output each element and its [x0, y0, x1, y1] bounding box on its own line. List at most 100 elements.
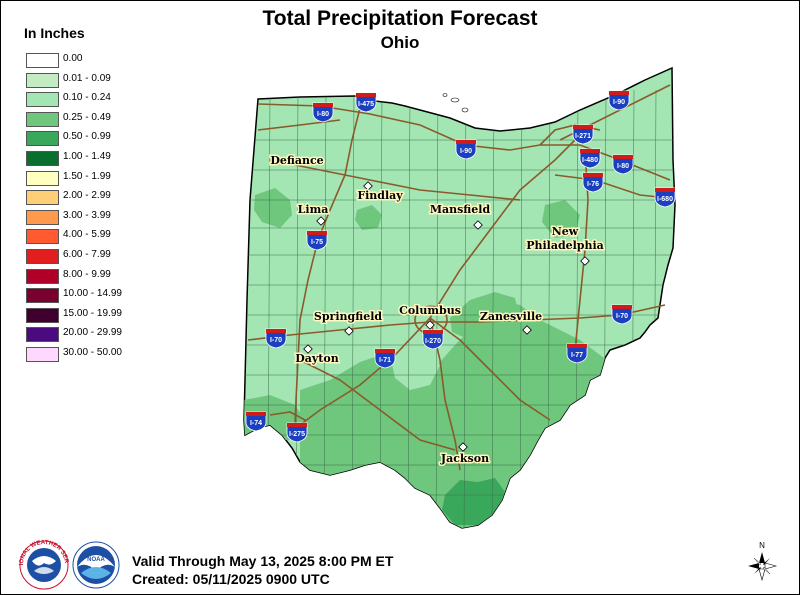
interstate-label: I-480 — [582, 157, 598, 164]
interstate-shield: I-80 — [612, 154, 634, 175]
legend-swatch — [26, 190, 59, 206]
interstate-shield: I-80 — [312, 102, 334, 123]
compass-needle-sw — [754, 567, 761, 574]
city-label: Defiance — [270, 154, 323, 167]
city-marker — [316, 216, 326, 226]
road-i76 — [554, 174, 669, 199]
legend-label: 0.50 - 0.99 — [63, 131, 111, 143]
legend-swatch — [26, 288, 59, 304]
compass-needle-south — [758, 568, 766, 582]
interstate-shield: I-77 — [566, 343, 588, 364]
interstate-label: I-76 — [587, 181, 599, 188]
interstate-shield: I-90 — [608, 90, 630, 111]
interstate-label: I-77 — [571, 352, 583, 359]
city-label: Zanesville — [480, 310, 542, 323]
interstate-label: I-70 — [616, 313, 628, 320]
legend-swatch — [26, 248, 59, 264]
precip-zone-central-patch — [355, 205, 382, 230]
precip-zone-east-patch — [542, 200, 580, 238]
interstate-shields: I-80 I-475 I-90 I-271 I-90 I-480 I-80 I-76 I-680… — [245, 90, 676, 443]
legend-swatch — [26, 268, 59, 284]
city-marker — [363, 181, 373, 191]
interstate-shield: I-480 — [579, 148, 601, 169]
legend-label: 10.00 - 14.99 — [63, 288, 122, 300]
road-us33 — [429, 317, 551, 421]
city-label: Jackson — [440, 452, 489, 465]
compass-needle-north — [759, 552, 765, 563]
city-marker — [522, 325, 532, 335]
road-i75 — [294, 99, 363, 426]
city-marker — [458, 442, 468, 452]
city-label: Philadelphia — [526, 239, 604, 252]
legend-swatch — [26, 209, 59, 225]
legend-swatch — [26, 53, 59, 68]
city-marker — [425, 320, 435, 330]
interstate-shield: I-90 — [455, 139, 477, 160]
city-label: Columbus — [399, 304, 461, 317]
legend-label: 3.00 - 3.99 — [63, 209, 111, 221]
interstate-label: I-75 — [311, 239, 323, 246]
road-i70 — [247, 304, 666, 341]
interstate-label: I-270 — [425, 338, 441, 345]
legend-label: 4.00 - 5.99 — [63, 229, 111, 241]
interstate-shield: I-74 — [245, 411, 267, 432]
legend-label: 1.50 - 1.99 — [63, 170, 111, 182]
legend-swatch — [26, 111, 59, 127]
interstate-label: I-80 — [317, 111, 329, 118]
legend-label: 15.00 - 19.99 — [63, 307, 122, 319]
interstate-label: I-70 — [270, 337, 282, 344]
city-label: Dayton — [295, 352, 338, 365]
city-layer: Defiance Findlay Lima Mansfield NewPhiladelp… — [269, 153, 605, 467]
precip-zone-west-patch — [254, 188, 292, 228]
map-subtitle: Ohio — [380, 33, 420, 52]
legend-swatch — [26, 170, 59, 186]
compass-rose: N — [748, 541, 778, 582]
legend-swatch — [26, 72, 59, 88]
legend-label: 30.00 - 50.00 — [63, 346, 122, 358]
interstate-shield: I-70 — [611, 304, 633, 325]
city-label: Lima — [298, 203, 329, 216]
legend-swatch — [26, 92, 59, 108]
city-label: Springfield — [314, 310, 382, 323]
road-northwest — [257, 119, 341, 131]
compass-needle-east — [764, 562, 778, 570]
road-us30 — [269, 159, 521, 201]
legend-label: 0.01 - 0.09 — [63, 72, 111, 84]
legend-label: 2.00 - 2.99 — [63, 190, 111, 202]
interstate-label: I-71 — [379, 357, 391, 364]
precip-zone-light-central — [390, 345, 440, 390]
compass-needle-ne — [763, 558, 770, 565]
interstate-shield: I-271 — [572, 124, 594, 145]
precip-zone-columbus-patch — [450, 292, 520, 340]
legend-label: 20.00 - 29.99 — [63, 327, 122, 339]
interstate-shield: I-76 — [582, 172, 604, 193]
legend-label: 0.10 - 0.24 — [63, 92, 111, 104]
legend-swatch — [26, 229, 59, 245]
legend-label: 0.00 — [63, 53, 83, 64]
interstate-label: I-271 — [575, 133, 591, 140]
interstate-label: I-80 — [617, 163, 629, 170]
compass-north-label: N — [759, 541, 765, 550]
interstate-shield: I-75 — [306, 230, 328, 251]
interstate-shield: I-71 — [374, 348, 396, 369]
city-marker — [580, 256, 590, 266]
city-marker — [473, 220, 483, 230]
interstate-label: I-275 — [289, 431, 305, 438]
interstate-label: I-680 — [657, 196, 673, 203]
valid-through-text: Valid Through May 13, 2025 8:00 PM ET — [132, 553, 394, 569]
legend-swatch — [26, 327, 59, 343]
map-title: Total Precipitation Forecast — [262, 7, 538, 30]
noaa-logo-text: NOAA — [87, 557, 105, 563]
city-label: Findlay — [357, 189, 403, 202]
compass-needle-nw — [753, 557, 762, 566]
interstate-label: I-90 — [460, 148, 472, 155]
nws-logo: NATIONAL WEATHER SERVICE — [19, 540, 69, 590]
interstate-shield: I-270 — [422, 329, 444, 350]
interstate-shield: I-475 — [355, 92, 377, 113]
interstate-shield: I-680 — [654, 187, 676, 208]
interstate-shield: I-70 — [265, 328, 287, 349]
compass-needle-se — [762, 566, 771, 575]
legend-swatch — [26, 307, 59, 323]
interstate-label: I-74 — [250, 420, 262, 427]
interstate-label: I-90 — [613, 99, 625, 106]
